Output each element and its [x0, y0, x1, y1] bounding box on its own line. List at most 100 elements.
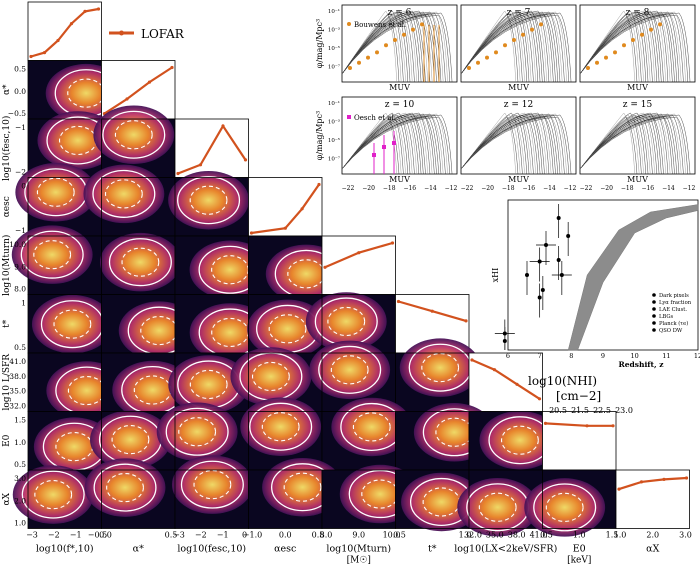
posterior-point [470, 358, 474, 362]
y-tick-label: 2.0 [14, 496, 26, 505]
reion-x-tick: 12 [694, 352, 700, 360]
y-axis-label: E0 [2, 434, 12, 447]
bouwens-point [393, 38, 397, 42]
x-axis-label: log10(LX<2keV/SFR) [454, 544, 557, 555]
posterior-point [464, 319, 468, 323]
redshift-label: z = 12 [504, 100, 533, 110]
x-tick-label: 9.0 [352, 531, 365, 540]
bouwens-point [622, 43, 626, 48]
redshift-label: z = 15 [623, 100, 653, 110]
oesch-point [392, 141, 396, 145]
contour-68 [36, 177, 75, 207]
y-tick-label: −2 [15, 168, 26, 177]
x-tick-label: 1.0 [614, 531, 627, 540]
lf-x-tick: −18 [621, 185, 634, 192]
bouwens-point [366, 55, 370, 60]
contour-95 [21, 470, 85, 519]
constraint-point [525, 273, 529, 277]
y-tick-label: 1.0 [14, 519, 26, 528]
density-panel [83, 164, 176, 237]
x-axis-label: αX [646, 544, 659, 555]
density-panel [27, 294, 113, 354]
lf-sample-curves [579, 10, 691, 83]
lf-curve [460, 10, 550, 83]
posterior-point [243, 158, 248, 162]
x-tick-label: 0.0 [99, 531, 112, 540]
reion-x-tick: 7 [538, 352, 542, 360]
posterior-point [69, 22, 74, 26]
lf-x-tick: −20 [600, 185, 613, 192]
lf-y-axis-label: φ/mag/Mpc³ [315, 19, 324, 68]
observational-constraints [494, 204, 572, 350]
reion-legend-marker [652, 321, 656, 325]
y-tick-label: 0.5 [14, 343, 26, 352]
y-axis-label: αesc [2, 196, 12, 217]
lf-x-tick: −12 [445, 185, 458, 192]
reion-x-tick: 10 [631, 352, 639, 360]
contour-68 [478, 492, 517, 522]
panel-frame [542, 411, 617, 471]
bouwens-point [521, 32, 525, 37]
posterior-curve [471, 358, 541, 400]
posterior-curve [103, 66, 173, 115]
lf-x-tick: −22 [580, 185, 593, 192]
bouwens-point [411, 27, 415, 32]
lf-y-axis-label: φ/mag/Mpc³ [315, 111, 324, 160]
lf-curve [341, 115, 440, 175]
posterior-point [29, 54, 33, 59]
density-panel [321, 397, 413, 471]
redshift-label: z = 6 [388, 8, 412, 18]
density-blob [524, 478, 606, 537]
lf-x-tick: −18 [502, 185, 515, 192]
contour-95 [20, 230, 84, 279]
reion-legend-label: QSO DW [659, 328, 683, 334]
lf-curve [579, 112, 635, 175]
lf-x-axis-label: MUV [389, 175, 410, 184]
lf-curve [579, 14, 682, 83]
x-tick-label: −1 [217, 531, 229, 540]
panel-frame [468, 352, 543, 412]
lf-curve [579, 10, 642, 83]
constraint-point [537, 259, 542, 264]
density-blob [457, 477, 539, 537]
x-tick-label: 10.0 [383, 531, 401, 540]
lf-curve [460, 14, 563, 83]
nhi-tick-label: 20.5 [549, 406, 567, 415]
lf-curve [341, 13, 440, 83]
y-tick-label: 10.0 [9, 240, 26, 249]
legend-label: LOFAR [141, 27, 185, 41]
x-tick-label: 3.0 [679, 531, 692, 540]
marginal-panel [248, 177, 323, 237]
lf-sample-curves [341, 10, 453, 83]
lf-curve [460, 112, 550, 175]
lf-y-tick: 10⁻³ [328, 119, 340, 126]
bouwens-point [485, 55, 489, 60]
lf-curve [460, 112, 516, 175]
e0-unit: [keV] [567, 556, 591, 566]
contour-95 [108, 238, 172, 287]
reion-legend-marker [652, 314, 656, 318]
density-blob [399, 338, 481, 397]
lf-curve [579, 112, 669, 175]
bouwens-point [530, 27, 534, 32]
lf-y-tick: 10⁻⁵ [328, 137, 340, 144]
posterior-point [198, 163, 203, 167]
legend: LOFAR [109, 27, 185, 41]
bouwens-point [586, 66, 590, 70]
y-axis-label: log10(Mturn) [1, 235, 12, 296]
density-blob [156, 402, 238, 461]
mturn-unit: [M☉] [347, 556, 371, 566]
density-panel [395, 338, 481, 412]
lf-curve [341, 10, 397, 83]
y-tick-label: 1.5 [14, 416, 26, 425]
lf-panel: z = 10 Oesch et al. φ/mag/Mpc³ 10⁻¹ 10⁻³ 10⁻⁵… [315, 96, 458, 192]
lf-curve [460, 115, 559, 175]
contour-68 [500, 425, 539, 455]
reion-y-axis-label: xHI [491, 268, 500, 283]
y-tick-label: 8.0 [14, 285, 26, 294]
y-axis-label: t* [2, 319, 12, 328]
lf-y-tick: 10⁻³ [328, 27, 340, 34]
nhi-axis-unit: [cm−2] [556, 389, 601, 403]
x-axis-label: t* [428, 544, 437, 555]
